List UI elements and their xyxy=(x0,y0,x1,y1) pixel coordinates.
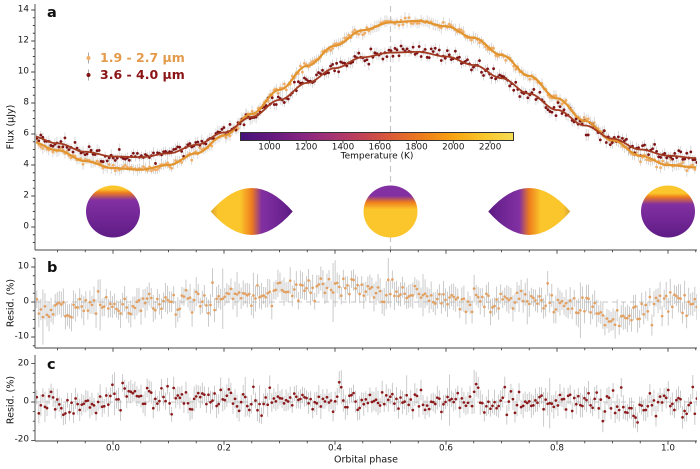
resid-b-axis-title: Resid. (%) xyxy=(5,278,17,328)
orbital-phase-tick-label: 1.0 xyxy=(661,443,675,454)
colorbar-tick-label: 2200 xyxy=(478,142,502,153)
colorbar-tick-label: 1600 xyxy=(368,142,391,153)
colorbar-tick-label: 1800 xyxy=(405,142,428,153)
orbital-phase-tick-label: 0.6 xyxy=(439,443,453,454)
colorbar-tick-label: 1200 xyxy=(294,142,318,153)
flux-tick-label: 4 xyxy=(23,159,29,170)
orbital-phase-tick-label: 0.0 xyxy=(106,443,120,454)
colorbar-tick-label: 2000 xyxy=(442,142,465,153)
panel-c-letter: c xyxy=(47,357,56,373)
colorbar-title: Temperature (K) xyxy=(340,151,414,162)
resid-b-tick-label: 0 xyxy=(23,296,29,307)
resid-c-tick-label: -20 xyxy=(14,434,29,445)
resid-b-tick-label: 10 xyxy=(17,261,29,272)
resid-c-tick-label: 0 xyxy=(23,396,29,407)
legend-label-band2: 3.6 - 4.0 μm xyxy=(100,66,185,82)
x-axis-title: Orbital phase xyxy=(334,454,398,466)
temperature-colorbar xyxy=(240,132,514,141)
flux-tick-label: 14 xyxy=(17,4,29,15)
flux-tick-label: 10 xyxy=(17,66,29,77)
legend-label-band1: 1.9 - 2.7 μm xyxy=(100,49,185,65)
flux-tick-label: 12 xyxy=(17,35,29,46)
panel-b-letter: b xyxy=(47,260,58,276)
colorbar-tick-label: 1400 xyxy=(331,142,355,153)
resid-c-axis-title: Resid. (%) xyxy=(5,375,17,425)
flux-tick-label: 0 xyxy=(23,221,29,232)
colorbar-tick-label: 1000 xyxy=(258,142,281,153)
panel-a-letter: a xyxy=(47,5,57,21)
orbital-phase-tick-label: 0.8 xyxy=(550,443,564,454)
flux-axis-title: Flux (μJy) xyxy=(5,104,17,150)
orbital-phase-tick-label: 0.2 xyxy=(217,443,231,454)
flux-tick-label: 8 xyxy=(23,97,29,108)
orbital-phase-tick-label: 0.4 xyxy=(328,443,342,454)
flux-tick-label: 6 xyxy=(23,128,29,139)
flux-tick-label: 2 xyxy=(23,190,29,201)
resid-b-tick-label: -10 xyxy=(14,331,29,342)
resid-c-tick-label: 20 xyxy=(17,358,29,369)
